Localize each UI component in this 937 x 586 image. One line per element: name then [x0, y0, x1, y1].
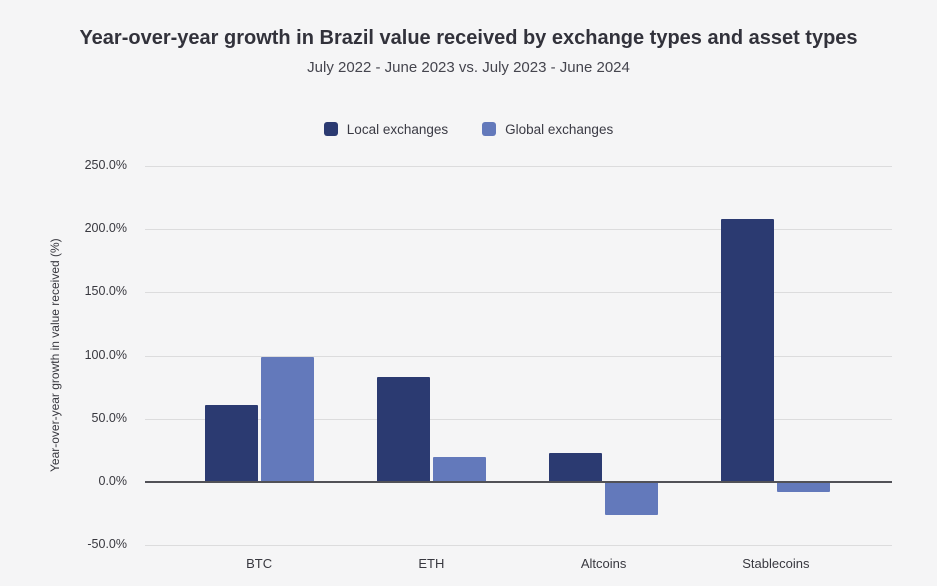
zero-axis-line	[145, 480, 892, 483]
x-category-label-btc: BTC	[246, 556, 273, 571]
legend-swatch-icon	[482, 122, 497, 136]
gridline	[145, 355, 892, 357]
x-category-label-stablecoins: Stablecoins	[742, 556, 810, 571]
bar-global-eth[interactable]	[432, 456, 486, 482]
gridline	[145, 229, 892, 231]
gridline	[145, 545, 892, 546]
legend-label: Local exchanges	[346, 121, 449, 137]
chart-title: Year-over-year growth in Brazil value re…	[79, 27, 858, 49]
y-tick-label: 50.0%	[91, 410, 127, 425]
legend-item-local-exchanges[interactable]: Local exchanges	[323, 121, 449, 137]
x-category-label-eth: ETH	[418, 556, 445, 571]
bar-global-altcoins[interactable]	[605, 481, 659, 515]
plot-area: 250.0% 200.0% 150.0% 100.0% 50.0% 0.0% -50.0% B…	[85, 158, 892, 571]
legend-swatch-icon	[323, 122, 338, 136]
bar-local-stablecoins[interactable]	[721, 219, 775, 482]
y-tick-label: 150.0%	[84, 284, 127, 299]
y-tick-label: 0.0%	[98, 473, 128, 488]
y-axis-title: Year-over-year growth in value received …	[48, 238, 62, 473]
bar-local-btc[interactable]	[204, 404, 258, 482]
legend: Local exchanges Global exchanges	[0, 117, 937, 141]
y-tick-label: 200.0%	[84, 221, 127, 236]
bar-global-stablecoins[interactable]	[777, 481, 831, 492]
legend-item-global-exchanges[interactable]: Global exchanges	[482, 122, 613, 137]
y-tick-label: -50.0%	[87, 537, 127, 551]
gridline	[145, 418, 892, 420]
bar-global-btc[interactable]	[260, 356, 314, 482]
x-category-label-altcoins: Altcoins	[580, 556, 627, 571]
bar-local-eth[interactable]	[376, 376, 430, 482]
bar-local-altcoins[interactable]	[549, 452, 603, 482]
y-tick-label: 100.0%	[84, 347, 127, 362]
legend-label: Global exchanges	[505, 121, 614, 137]
gridline	[145, 166, 892, 167]
chart-subtitle: July 2022 - June 2023 vs. July 2023 - Ju…	[307, 59, 630, 76]
y-tick-label: 250.0%	[84, 158, 127, 172]
gridline	[145, 292, 892, 294]
